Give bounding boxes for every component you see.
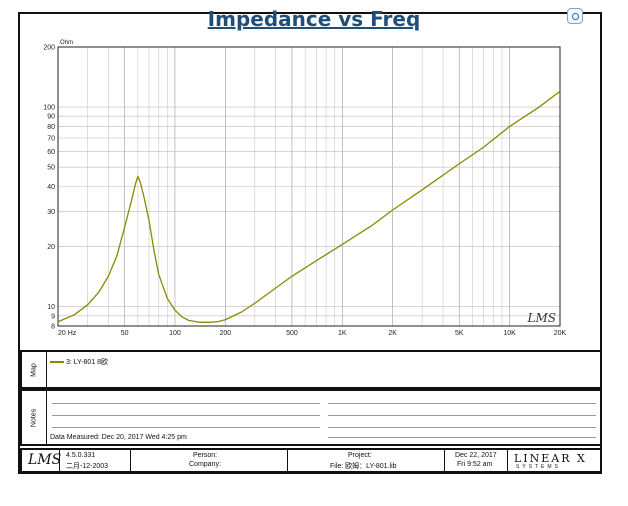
y-tick-label: 9 (51, 313, 55, 320)
person-label: Person: (193, 452, 218, 459)
x-tick-label: 5K (455, 330, 464, 337)
y-tick-label: 200 (43, 45, 55, 52)
legend-label: 3: LY-801 8欧 (66, 359, 109, 366)
map-tab: Map (22, 352, 47, 387)
note-line[interactable] (52, 427, 320, 428)
lms-logo: LMS (28, 452, 62, 468)
company-label: Company: (189, 461, 221, 468)
y-tick-label: 20 (47, 244, 55, 251)
y-tick-label: 70 (47, 135, 55, 142)
y-axis-label: Ohm (60, 40, 73, 46)
x-tick-label: 10K (503, 330, 516, 337)
date-text: Dec 22, 2017 (455, 452, 497, 459)
notes-tab-label: Notes (30, 408, 38, 427)
x-tick-label: 500 (286, 330, 298, 337)
chart-title-text: Impedance vs Freq (207, 7, 421, 31)
footer-person-cell: Person: Company: (131, 450, 288, 471)
footer-version-cell: 4.5.0.331 二月-12-2003 (60, 450, 131, 471)
note-line[interactable] (328, 437, 596, 438)
note-line[interactable] (328, 403, 596, 404)
y-tick-label: 10 (47, 304, 55, 311)
note-line[interactable] (328, 415, 596, 416)
impedance-chart: 20 Hz 50 100 200 500 1K 2K 5K 10K 20K 8 9 10 20 30 40 50… (43, 40, 567, 337)
y-tick-label: 50 (47, 165, 55, 172)
notes-section: Notes Data Measured: Dec 20, 2017 Wed 4:… (20, 389, 602, 446)
footer-project-cell: Project: File: 欧姆：LY-801.lib (288, 450, 445, 471)
x-tick-label: 200 (219, 330, 231, 337)
x-tick-label: 2K (388, 330, 397, 337)
project-label: Project: (348, 452, 372, 459)
footer-brand-cell: LINEAR X SYSTEMS (508, 450, 600, 471)
x-tick-label: 1K (338, 330, 347, 337)
version-text: 4.5.0.331 (66, 452, 96, 459)
file-label: File: 欧姆：LY-801.lib (330, 463, 397, 470)
data-measured-text: Data Measured: Dec 20, 2017 Wed 4:25 pm (50, 434, 187, 441)
footer-logo-cell: LMS (22, 450, 62, 471)
zoom-icon[interactable] (567, 8, 583, 24)
impedance-series-line (57, 90, 561, 323)
y-tick-label: 40 (47, 184, 55, 191)
x-tick-label: 50 (121, 330, 129, 337)
linearx-subtitle: SYSTEMS (516, 464, 561, 470)
footer-date-cell: Dec 22, 2017 Fri 9:52 am (445, 450, 508, 471)
note-line[interactable] (52, 415, 320, 416)
time-text: Fri 9:52 am (457, 461, 493, 468)
lms-watermark: LMS (527, 311, 556, 325)
plot-border (57, 46, 561, 327)
map-section: Map 3: LY-801 8欧 (20, 350, 602, 389)
y-tick-label: 80 (47, 124, 55, 131)
footer: LMS 4.5.0.331 二月-12-2003 Person: Company… (20, 448, 602, 473)
legend-swatch (50, 361, 64, 363)
notes-tab: Notes (22, 391, 47, 444)
chart-title: Impedance vs Freq (0, 7, 628, 31)
linearx-logo: LINEAR X (514, 452, 587, 465)
y-tick-label: 90 (47, 114, 55, 121)
y-tick-label: 60 (47, 149, 55, 156)
note-line[interactable] (328, 427, 596, 428)
version-date: 二月-12-2003 (66, 463, 109, 470)
x-tick-label: 20K (554, 330, 567, 337)
note-line[interactable] (52, 403, 320, 404)
y-tick-label: 30 (47, 209, 55, 216)
x-tick-label: 20 Hz (58, 330, 77, 337)
x-tick-label: 100 (169, 330, 181, 337)
y-tick-label: 8 (51, 324, 55, 331)
y-tick-label: 100 (43, 105, 55, 112)
map-tab-label: Map (30, 362, 38, 377)
